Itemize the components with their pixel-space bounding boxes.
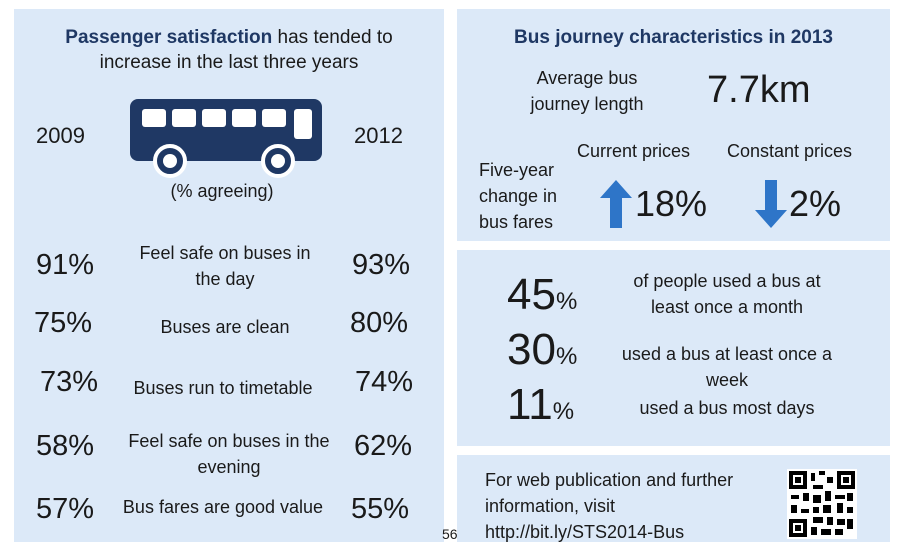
current-prices-label: Current prices bbox=[577, 141, 691, 161]
usage-weekly-number: 30% bbox=[507, 325, 577, 375]
usage-monthly-number: 45% bbox=[507, 270, 577, 320]
usage-weekly-pc: % bbox=[555, 343, 578, 370]
web-panel: For web publication and further informat… bbox=[457, 455, 890, 542]
row2-label: Buses are clean bbox=[160, 317, 290, 337]
page-number: 56 bbox=[442, 526, 458, 542]
row4-label-line2: evening bbox=[197, 457, 261, 477]
row1-label-line1: Feel safe on buses in bbox=[139, 243, 311, 263]
year-2012: 2012 bbox=[354, 123, 403, 148]
current-prices-value: 18% bbox=[635, 183, 708, 224]
qr-code-icon bbox=[787, 469, 857, 539]
usage-monthly-text: of people used a bus at least once a mon… bbox=[607, 268, 847, 320]
title-bold: Passenger satisfaction bbox=[65, 27, 273, 48]
web-line2: information, visit bbox=[485, 496, 616, 516]
row1-label: Feel safe on buses in the day bbox=[114, 240, 336, 292]
fare-label-line3: bus fares bbox=[479, 212, 554, 232]
fare-label-line1: Five-year bbox=[479, 160, 555, 180]
row1-label-line2: the day bbox=[195, 269, 255, 289]
row3-2009: 73% bbox=[40, 366, 99, 398]
row5-label: Bus fares are good value bbox=[122, 497, 324, 517]
row5-2009: 57% bbox=[36, 493, 95, 525]
constant-prices-label: Constant prices bbox=[727, 141, 853, 161]
agreeing-note: (% agreeing) bbox=[170, 181, 274, 201]
avg-length-value: 7.7km bbox=[707, 69, 811, 111]
web-info-text: For web publication and further informat… bbox=[485, 467, 733, 545]
usage-monthly-pc: % bbox=[555, 288, 578, 315]
avg-label-line1: Average bus bbox=[536, 68, 638, 88]
row4-2009: 58% bbox=[36, 430, 95, 462]
row2-2009: 75% bbox=[34, 307, 93, 339]
usage-daily-pc: % bbox=[552, 398, 575, 425]
row1-2012: 93% bbox=[352, 249, 411, 281]
row5-2012: 55% bbox=[351, 493, 410, 525]
fare-label-line2: change in bbox=[479, 186, 558, 206]
web-line1: For web publication and further bbox=[485, 470, 734, 490]
fare-change-label: Five-year change in bus fares bbox=[479, 157, 557, 235]
usage-daily-text: used a bus most days bbox=[639, 398, 815, 418]
constant-prices-value: 2% bbox=[789, 183, 842, 224]
down-arrow-icon bbox=[755, 180, 787, 228]
row2-2012: 80% bbox=[350, 307, 409, 339]
satisfaction-title: Passenger satisfaction has tended to inc… bbox=[14, 25, 444, 75]
satisfaction-panel: Passenger satisfaction has tended to inc… bbox=[14, 9, 444, 542]
row1-2009: 91% bbox=[36, 249, 95, 281]
row3-label: Buses run to timetable bbox=[133, 378, 313, 398]
usage-monthly-line1: of people used a bus at bbox=[633, 271, 821, 291]
year-2009: 2009 bbox=[36, 123, 85, 148]
usage-daily-num: 11 bbox=[507, 380, 553, 429]
usage-weekly-line2: week bbox=[705, 370, 749, 390]
row4-label-line1: Feel safe on buses in the bbox=[128, 431, 330, 451]
usage-daily-number: 11% bbox=[507, 380, 574, 430]
usage-weekly-line1: used a bus at least once a bbox=[621, 344, 833, 364]
bus-icon bbox=[130, 99, 322, 178]
title-rest: has tended to bbox=[272, 27, 393, 48]
row4-label: Feel safe on buses in the evening bbox=[114, 428, 344, 480]
journey-title: Bus journey characteristics in 2013 bbox=[514, 27, 833, 48]
avg-label-line2: journey length bbox=[530, 94, 644, 114]
up-arrow-icon bbox=[600, 180, 632, 228]
usage-monthly-line2: least once a month bbox=[650, 297, 804, 317]
avg-length-label: Average bus journey length bbox=[497, 65, 677, 117]
row3-2012: 74% bbox=[355, 366, 414, 398]
web-link[interactable]: http://bit.ly/STS2014-Bus bbox=[485, 522, 685, 542]
journey-panel: Bus journey characteristics in 2013 Aver… bbox=[457, 9, 890, 241]
usage-weekly-num: 30 bbox=[507, 325, 556, 374]
usage-weekly-text: used a bus at least once a week bbox=[605, 341, 849, 393]
row4-2012: 62% bbox=[354, 430, 413, 462]
usage-monthly-num: 45 bbox=[507, 270, 556, 319]
title-line2: increase in the last three years bbox=[99, 52, 359, 73]
usage-panel: 45% of people used a bus at least once a… bbox=[457, 250, 890, 446]
